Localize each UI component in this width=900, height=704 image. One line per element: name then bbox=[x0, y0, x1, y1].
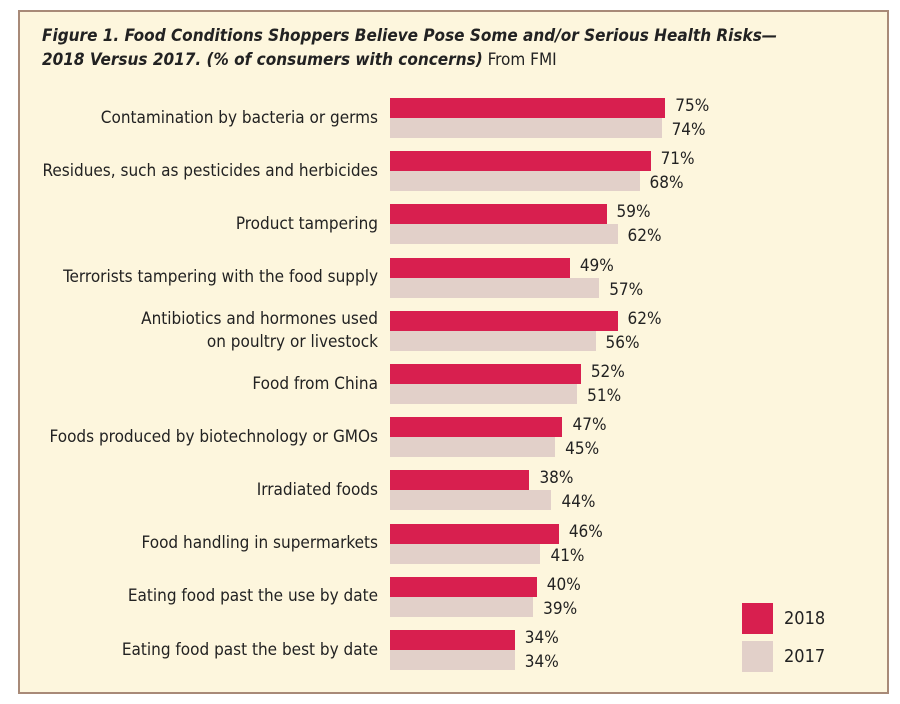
legend-label: 2018 bbox=[784, 608, 826, 629]
bar bbox=[390, 417, 563, 438]
value-label: 71% bbox=[660, 149, 695, 170]
category-label: Food handling in supermarkets bbox=[141, 533, 378, 554]
bar bbox=[390, 650, 515, 670]
category-label: Food from China bbox=[252, 373, 378, 394]
bar bbox=[390, 523, 559, 544]
value-label: 44% bbox=[561, 492, 596, 513]
value-label: 62% bbox=[627, 308, 662, 329]
value-label: 52% bbox=[590, 362, 625, 382]
bar bbox=[390, 596, 534, 617]
bar bbox=[390, 204, 607, 225]
category-label: Product tampering bbox=[235, 213, 378, 234]
value-label: 68% bbox=[649, 173, 684, 194]
value-label: 46% bbox=[568, 521, 603, 542]
value-label: 51% bbox=[587, 386, 622, 406]
value-label: 34% bbox=[524, 652, 559, 672]
value-label: 40% bbox=[546, 574, 581, 595]
value-label: 34% bbox=[524, 628, 559, 648]
bar bbox=[390, 364, 581, 384]
category-label: Contamination by bacteria or germs bbox=[100, 107, 378, 128]
category-label: Terrorists tampering with the food suppl… bbox=[63, 267, 378, 288]
value-label: 41% bbox=[550, 545, 585, 566]
legend-swatch bbox=[742, 641, 773, 672]
bar bbox=[390, 543, 541, 564]
value-label: 59% bbox=[616, 202, 651, 223]
category-label: Antibiotics and hormones used on poultry… bbox=[141, 308, 378, 352]
legend-swatch bbox=[742, 603, 773, 634]
value-label: 45% bbox=[565, 439, 600, 460]
value-label: 47% bbox=[572, 415, 607, 436]
bar bbox=[390, 98, 666, 118]
value-label: 39% bbox=[543, 598, 578, 619]
bar bbox=[390, 118, 662, 138]
bar bbox=[390, 470, 530, 491]
bar bbox=[390, 330, 596, 351]
legend-label: 2017 bbox=[784, 646, 826, 667]
bar bbox=[390, 310, 618, 331]
value-label: 57% bbox=[609, 279, 644, 300]
category-label: Residues, such as pesticides and herbici… bbox=[42, 160, 378, 181]
chart-source: From FMI bbox=[487, 50, 557, 70]
value-label: 74% bbox=[671, 120, 706, 140]
bar bbox=[390, 277, 600, 298]
value-label: 49% bbox=[579, 255, 614, 276]
value-label: 56% bbox=[605, 332, 640, 353]
category-label: Irradiated foods bbox=[256, 479, 378, 500]
bar bbox=[390, 257, 570, 278]
bar bbox=[390, 576, 537, 597]
value-label: 38% bbox=[539, 468, 574, 489]
category-label: Foods produced by biotechnology or GMOs bbox=[49, 426, 378, 447]
bar bbox=[390, 171, 640, 192]
category-label: Eating food past the use by date bbox=[127, 586, 378, 607]
bar bbox=[390, 151, 651, 172]
bar bbox=[390, 437, 556, 458]
bar bbox=[390, 630, 515, 650]
bar bbox=[390, 224, 618, 245]
category-label: Eating food past the best by date bbox=[121, 639, 378, 660]
bar bbox=[390, 384, 578, 404]
value-label: 62% bbox=[627, 226, 662, 247]
chart-title-block: Figure 1. Food Conditions Shoppers Belie… bbox=[42, 24, 802, 72]
chart-title: Figure 1. Food Conditions Shoppers Belie… bbox=[42, 26, 778, 70]
value-label: 75% bbox=[675, 96, 710, 116]
bar bbox=[390, 490, 552, 511]
